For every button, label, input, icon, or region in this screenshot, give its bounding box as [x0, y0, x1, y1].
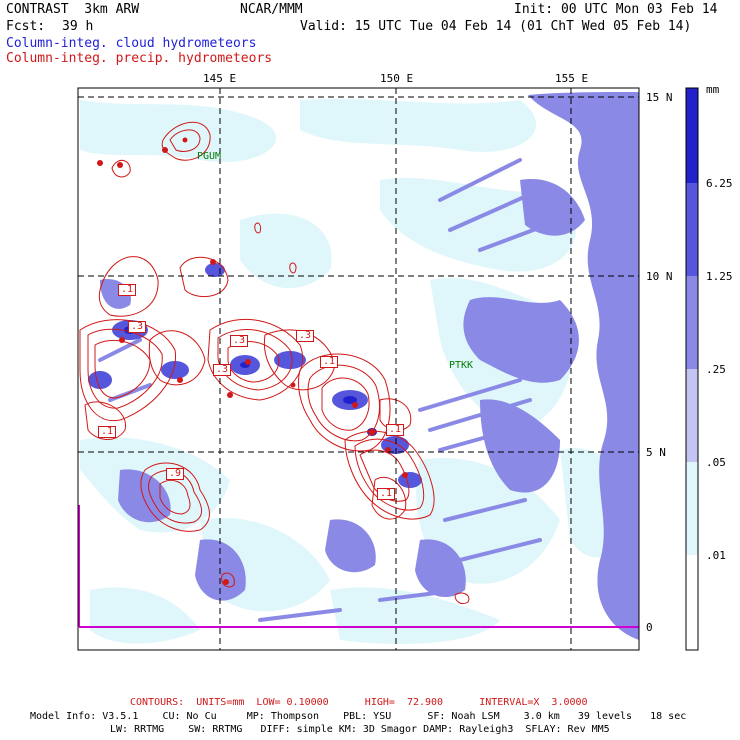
contour-label: .1	[98, 426, 117, 438]
colorbar-level: 1.25	[706, 270, 733, 283]
colorbar-unit: mm	[706, 83, 720, 96]
model-title: CONTRAST 3km ARW	[6, 2, 140, 17]
colorbar-bin-4	[686, 462, 698, 555]
lat-tick-0: 0	[646, 621, 653, 634]
colorbar-level: .01	[706, 549, 726, 562]
station-pgum: PGUM	[197, 151, 222, 162]
colorbar-bin-2	[686, 276, 698, 369]
contour-label: .3	[296, 330, 315, 342]
contour-label: .1	[320, 356, 339, 368]
forecast-hours: 39 h	[62, 19, 94, 34]
contours-info: CONTOURS: UNITS=mm LOW= 0.10000 HIGH= 72…	[130, 697, 588, 708]
lat-tick-10: 10 N	[646, 270, 673, 283]
valid-time: Valid: 15 UTC Tue 04 Feb 14 (01 ChT Wed …	[300, 19, 692, 34]
lat-tick-15: 15 N	[646, 91, 673, 104]
init-time: Init: 00 UTC Mon 03 Feb 14	[514, 2, 718, 17]
colorbar-bin-3	[686, 369, 698, 462]
lat-tick-5: 5 N	[646, 446, 666, 459]
precip-cores	[97, 137, 408, 585]
model-info-2: LW: RRTMG SW: RRTMG DIFF: simple KM: 3D …	[110, 724, 610, 735]
contour-label: .3	[230, 335, 249, 347]
colorbar-level: .05	[706, 456, 726, 469]
colorbar-bin-5	[686, 555, 698, 650]
cloud-field	[80, 92, 639, 644]
colorbar-bin-0	[686, 88, 698, 183]
contour-label: .1	[386, 424, 405, 436]
contour-label: .1	[377, 488, 396, 500]
colorbar-level: 6.25	[706, 177, 733, 190]
cloud-legend-line: Column-integ. cloud hydrometeors	[6, 36, 257, 51]
map-frame	[77, 87, 640, 651]
lon-tick-150: 150 E	[380, 72, 414, 85]
station-ptkk: PTKK	[449, 360, 474, 371]
forecast-label: Fcst:	[6, 19, 46, 34]
colorbar-bin-1	[686, 183, 698, 276]
precip-legend-line: Column-integ. precip. hydrometeors	[6, 51, 273, 66]
center-label: NCAR/MMM	[240, 2, 303, 17]
contour-label: .9	[166, 468, 185, 480]
lon-tick-145: 145 E	[203, 72, 237, 85]
colorbar-level: .25	[706, 363, 726, 376]
contour-label: .1	[118, 284, 137, 296]
lon-tick-155: 155 E	[555, 72, 589, 85]
model-info: Model Info: V3.5.1 CU: No Cu MP: Thompso…	[30, 711, 687, 722]
contour-label: .3	[213, 364, 232, 376]
contour-label: .3	[128, 321, 147, 333]
colorbar	[685, 87, 699, 651]
